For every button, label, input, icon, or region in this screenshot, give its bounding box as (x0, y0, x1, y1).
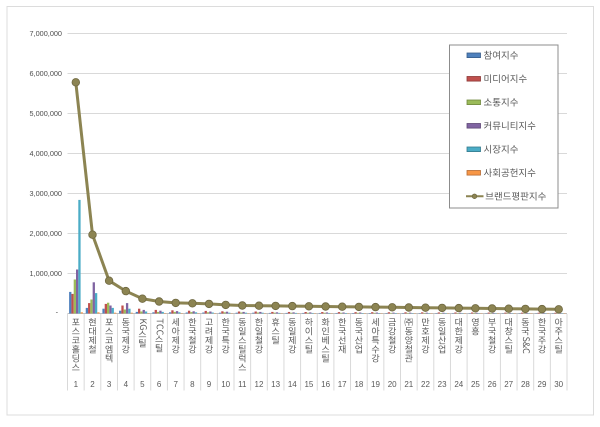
svg-text:14: 14 (288, 380, 297, 389)
svg-text:9: 9 (207, 380, 212, 389)
svg-text:13: 13 (271, 380, 280, 389)
svg-text:4,000,000: 4,000,000 (30, 149, 62, 158)
svg-text:11: 11 (238, 380, 247, 389)
svg-text:25: 25 (471, 380, 480, 389)
svg-text:24: 24 (454, 380, 463, 389)
svg-text:18: 18 (354, 380, 363, 389)
svg-text:7,000,000: 7,000,000 (30, 29, 62, 38)
svg-text:19: 19 (371, 380, 380, 389)
svg-text:16: 16 (321, 380, 330, 389)
svg-text:1: 1 (74, 380, 79, 389)
svg-text:29: 29 (538, 380, 547, 389)
svg-text:6,000,000: 6,000,000 (30, 69, 62, 78)
svg-text:4: 4 (124, 380, 129, 389)
svg-text:5,000,000: 5,000,000 (30, 109, 62, 118)
svg-text:2: 2 (90, 380, 95, 389)
svg-text:17: 17 (338, 380, 347, 389)
svg-text:27: 27 (504, 380, 513, 389)
svg-text:15: 15 (304, 380, 313, 389)
svg-text:6: 6 (157, 380, 162, 389)
svg-text:7: 7 (173, 380, 178, 389)
svg-text:20: 20 (388, 380, 397, 389)
svg-text:23: 23 (438, 380, 447, 389)
svg-text:1,000,000: 1,000,000 (30, 269, 62, 278)
svg-text:28: 28 (521, 380, 530, 389)
svg-text:3,000,000: 3,000,000 (30, 189, 62, 198)
svg-text:21: 21 (404, 380, 413, 389)
svg-text:22: 22 (421, 380, 430, 389)
svg-text:5: 5 (140, 380, 145, 389)
svg-text:30: 30 (554, 380, 563, 389)
svg-text:8: 8 (190, 380, 195, 389)
svg-text:2,000,000: 2,000,000 (30, 229, 62, 238)
svg-text:26: 26 (488, 380, 497, 389)
svg-text:12: 12 (255, 380, 264, 389)
svg-text:3: 3 (107, 380, 112, 389)
svg-text:10: 10 (221, 380, 230, 389)
